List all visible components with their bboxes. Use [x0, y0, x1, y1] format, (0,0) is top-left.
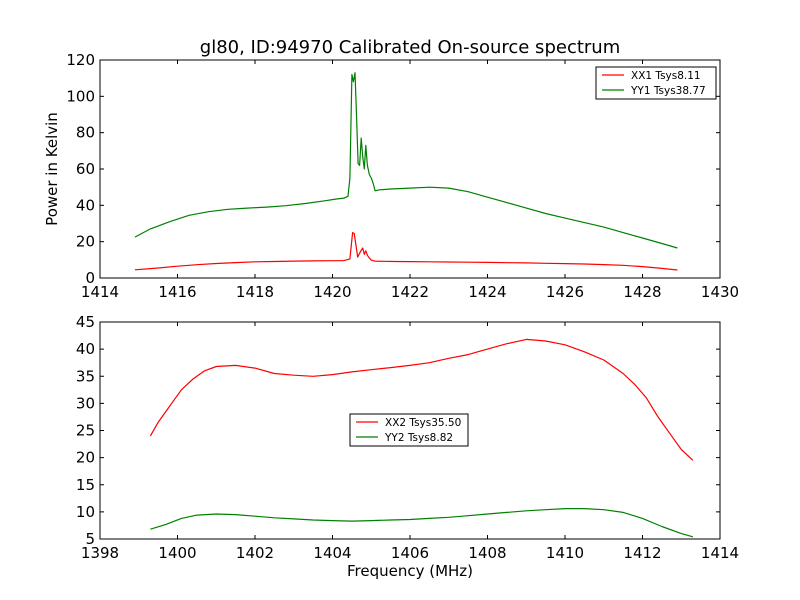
series-line-1	[149, 338, 694, 461]
y-tick-label: 45	[76, 313, 95, 331]
x-tick-label: 1404	[313, 544, 351, 562]
legend-box	[595, 66, 717, 100]
series-line-1	[134, 232, 678, 271]
x-tick-label: 1398	[81, 544, 119, 562]
x-tick-label: 1406	[391, 544, 429, 562]
series-line-2	[134, 72, 678, 249]
top-plot-panel: 1414 1416 1418 1420 1422 1424 1426 1428 1430 0 20 4…	[43, 51, 739, 301]
y-tick-label: 35	[76, 367, 95, 385]
y-tick-label: 15	[76, 476, 95, 494]
y-tick-label: 80	[76, 124, 95, 142]
y-tick-label: 40	[76, 196, 95, 214]
y-axis-label: Power in Kelvin	[43, 112, 61, 226]
x-tick-label: 1418	[236, 283, 274, 301]
x-tick-label: 1412	[623, 544, 661, 562]
bottom-plot-panel: 1398 1400 1402 1404 1406 1408 1410 1412 1414 5 10 1…	[76, 313, 739, 580]
x-tick-label: 1408	[468, 544, 506, 562]
x-axis-label: Frequency (MHz)	[347, 562, 473, 580]
legend-entry: XX2 Tsys35.50	[385, 417, 461, 429]
x-tick-label: 1426	[546, 283, 584, 301]
legend: XX2 Tsys35.50 YY2 Tsys8.82	[349, 413, 469, 447]
legend-entry: YY2 Tsys8.82	[384, 432, 453, 444]
y-tick-label: 25	[76, 422, 95, 440]
y-tick-label: 120	[66, 51, 95, 69]
series-line-2	[150, 508, 694, 538]
x-tick-label: 1414	[701, 544, 739, 562]
x-tick-label: 1428	[623, 283, 661, 301]
y-tick-label: 40	[76, 340, 95, 358]
x-tick-label: 1402	[236, 544, 274, 562]
x-tick-label: 1422	[391, 283, 429, 301]
y-tick-label: 60	[76, 160, 95, 178]
legend: XX1 Tsys8.11 YY1 Tsys38.77	[595, 66, 717, 100]
y-tick-label: 10	[76, 503, 95, 521]
chart-title: gl80, ID:94970 Calibrated On-source spec…	[200, 37, 620, 58]
x-tick-label: 1400	[158, 544, 196, 562]
x-tick-label: 1416	[158, 283, 196, 301]
x-tick-label: 1410	[546, 544, 584, 562]
legend-entry: YY1 Tsys38.77	[630, 85, 706, 97]
y-tick-label: 0	[85, 269, 95, 287]
legend-box	[349, 413, 469, 447]
legend-entry: XX1 Tsys8.11	[631, 70, 701, 82]
x-tick-label: 1424	[468, 283, 506, 301]
x-tick-label: 1430	[701, 283, 739, 301]
x-tick-label: 1414	[81, 283, 119, 301]
y-tick-label: 100	[66, 87, 95, 105]
y-tick-label: 30	[76, 394, 95, 412]
y-tick-label: 5	[85, 530, 95, 548]
y-tick-label: 20	[76, 233, 95, 251]
x-tick-label: 1420	[313, 283, 351, 301]
y-tick-label: 20	[76, 449, 95, 467]
